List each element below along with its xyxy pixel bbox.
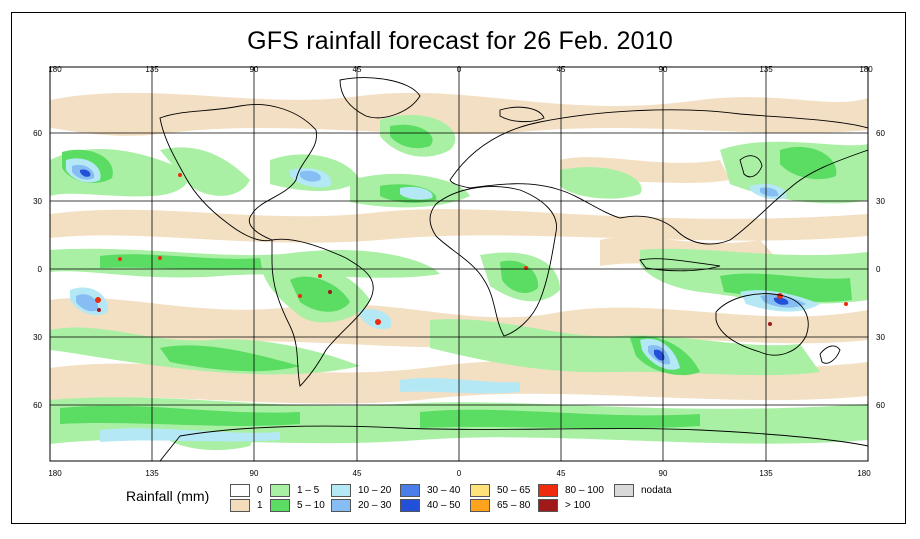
legend-swatch — [230, 484, 250, 497]
legend-label: 30 – 40 — [427, 485, 461, 496]
map-title: GFS rainfall forecast for 26 Feb. 2010 — [247, 27, 673, 55]
legend-swatch — [470, 499, 490, 512]
lat-tick-left: 30 — [33, 197, 42, 206]
legend-label: 10 – 20 — [358, 485, 392, 496]
legend-swatch — [400, 484, 420, 497]
legend-swatch — [270, 484, 290, 497]
lat-tick-left: 60 — [33, 129, 42, 138]
lat-tick-left: 60 — [33, 401, 42, 410]
lon-tick-top: 45 — [557, 65, 566, 74]
legend-label: 50 – 65 — [497, 485, 531, 496]
legend-swatch — [538, 484, 558, 497]
legend-label: 5 – 10 — [297, 500, 325, 511]
lon-tick-bottom: 135 — [759, 469, 773, 478]
legend-swatch — [538, 499, 558, 512]
lat-tick-right: 60 — [876, 401, 885, 410]
legend-swatch — [230, 499, 250, 512]
lon-tick-bottom: 0 — [457, 469, 462, 478]
legend-swatch — [614, 484, 634, 497]
legend-title: Rainfall (mm) — [126, 488, 210, 504]
lat-tick-left: 0 — [38, 265, 43, 274]
legend-label: 20 – 30 — [358, 500, 392, 511]
legend-label: 1 – 5 — [297, 485, 320, 496]
map-border — [49, 66, 869, 462]
lon-tick-bottom: 90 — [250, 469, 259, 478]
legend-label: 65 – 80 — [497, 500, 531, 511]
lon-tick-top: 180 — [859, 65, 873, 74]
lat-tick-right: 30 — [876, 333, 885, 342]
legend-swatch — [270, 499, 290, 512]
legend-label: nodata — [641, 485, 672, 496]
figure-frame — [11, 12, 906, 524]
lon-tick-bottom: 180 — [48, 469, 62, 478]
lon-tick-top: 90 — [659, 65, 668, 74]
lon-tick-bottom: 45 — [353, 469, 362, 478]
lon-tick-bottom: 135 — [145, 469, 159, 478]
lon-tick-top: 135 — [759, 65, 773, 74]
legend-swatch — [331, 484, 351, 497]
lon-tick-bottom: 45 — [557, 469, 566, 478]
lat-tick-right: 0 — [876, 265, 881, 274]
legend-label: 40 – 50 — [427, 500, 461, 511]
legend-label: 0 — [257, 485, 263, 496]
lat-tick-right: 60 — [876, 129, 885, 138]
lon-tick-bottom: 180 — [857, 469, 871, 478]
lon-tick-top: 135 — [145, 65, 159, 74]
legend-label: > 100 — [565, 500, 591, 511]
legend-swatch — [470, 484, 490, 497]
lon-tick-top: 45 — [353, 65, 362, 74]
lat-tick-right: 30 — [876, 197, 885, 206]
graticule — [50, 67, 868, 461]
legend-label: 80 – 100 — [565, 485, 604, 496]
lon-tick-top: 0 — [457, 65, 462, 74]
lon-tick-top: 180 — [48, 65, 62, 74]
legend-label: 1 — [257, 500, 263, 511]
lat-tick-left: 30 — [33, 333, 42, 342]
lon-tick-bottom: 90 — [659, 469, 668, 478]
lon-tick-top: 90 — [250, 65, 259, 74]
legend-swatch — [400, 499, 420, 512]
legend-swatch — [331, 499, 351, 512]
